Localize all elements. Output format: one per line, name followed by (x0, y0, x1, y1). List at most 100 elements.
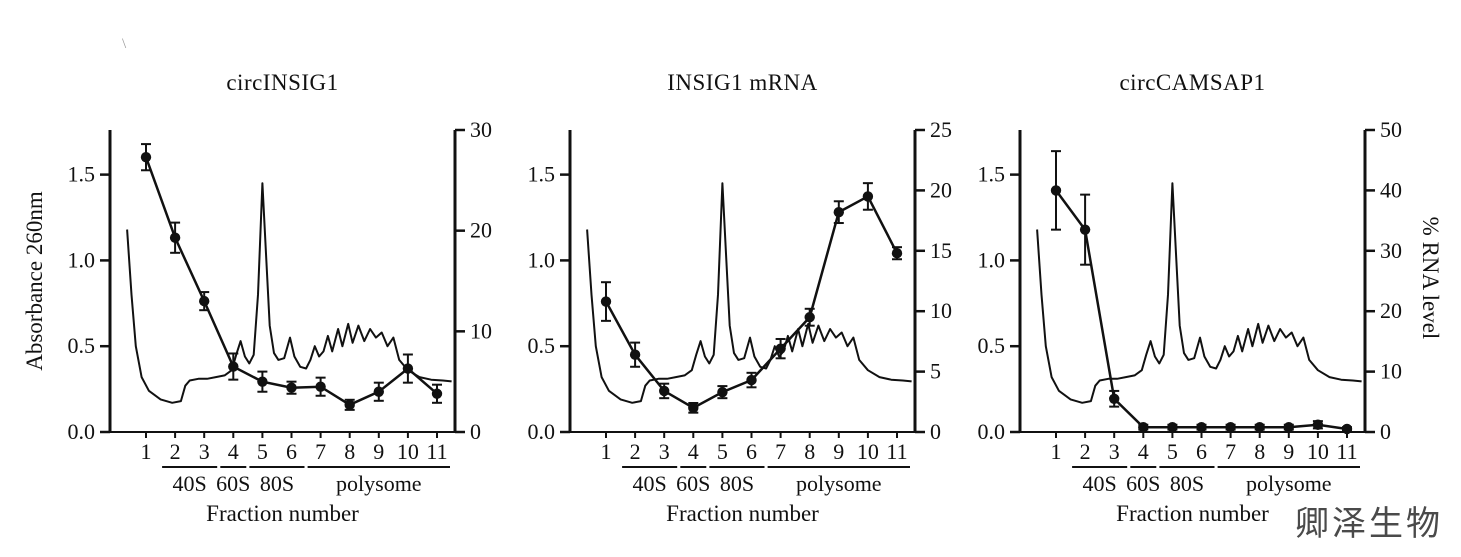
x-tick-label: 8 (804, 439, 815, 464)
rna-point (629, 349, 641, 360)
x-tick-label: 4 (1138, 439, 1149, 464)
x-tick-label: 11 (886, 439, 907, 464)
x-tick-label: 6 (286, 439, 297, 464)
x-tick-label: 2 (630, 439, 641, 464)
rna-point (1109, 393, 1120, 404)
right-tick-label: 25 (930, 117, 952, 142)
rna-point (344, 399, 355, 411)
x-tick-label: 6 (1196, 439, 1207, 464)
right-tick-label: 30 (470, 117, 492, 142)
left-tick-label: 0.0 (978, 419, 1006, 444)
rna-point (1254, 421, 1265, 433)
rna-point (746, 374, 757, 386)
rna-point (1341, 423, 1353, 435)
group-label: polysome (1246, 471, 1332, 496)
x-tick-label: 10 (857, 439, 879, 464)
group-label: polysome (336, 471, 422, 496)
group-label: 60S (1126, 471, 1160, 496)
x-tick-label: 11 (426, 439, 447, 464)
left-tick-label: 0.5 (528, 333, 556, 358)
group-label: 40S (633, 471, 667, 496)
right-tick-label: 0 (1380, 419, 1391, 444)
rna-line (144, 156, 438, 407)
x-tick-label: 4 (688, 439, 699, 464)
absorbance-trace (586, 182, 912, 404)
x-tick-label: 8 (344, 439, 355, 464)
rna-point (717, 386, 728, 398)
group-label: 80S (260, 471, 294, 496)
x-tick-label: 5 (257, 439, 268, 464)
panel-title-circinsig1: circINSIG1 (226, 70, 339, 95)
left-tick-label: 1.0 (978, 247, 1006, 272)
rna-point (169, 232, 181, 243)
x-tick-label: 7 (775, 439, 786, 464)
x-axis-title: Fraction number (1116, 501, 1269, 526)
x-tick-label: 9 (373, 439, 384, 464)
x-tick-label: 1 (141, 439, 152, 464)
rna-point (315, 381, 326, 392)
rna-point (228, 361, 239, 372)
rna-point (1196, 421, 1207, 433)
rna-point (1079, 224, 1091, 235)
rna-point (286, 382, 297, 393)
left-tick-label: 1.5 (528, 162, 556, 187)
group-label: 60S (216, 471, 250, 496)
group-label: 80S (720, 471, 754, 496)
rna-point (199, 295, 210, 307)
right-tick-label: 10 (930, 298, 952, 323)
x-tick-label: 2 (170, 439, 181, 464)
x-tick-label: 3 (199, 439, 210, 464)
left-tick-label: 0.5 (978, 333, 1006, 358)
x-tick-label: 10 (397, 439, 419, 464)
right-tick-label: 0 (930, 419, 941, 444)
x-tick-label: 9 (833, 439, 844, 464)
rna-point (257, 376, 268, 387)
x-axis-title: Fraction number (666, 501, 819, 526)
right-tick-label: 0 (470, 419, 481, 444)
right-tick-label: 30 (1380, 238, 1402, 263)
rna-point (140, 151, 152, 163)
chart-panel-circcamsap1: 0.0 0.5 1.0 1.5 0 10 20 30 40 50 1 2 3 4 5 6 7 8 9 10 11 40S 6… (978, 117, 1403, 526)
absorbance-trace (126, 182, 452, 404)
group-label: polysome (796, 471, 882, 496)
rna-point (862, 191, 874, 202)
right-tick-label: 10 (1380, 359, 1402, 384)
rna-point (891, 248, 903, 259)
rna-point (659, 385, 670, 397)
watermark: 卿泽生物 (1295, 506, 1443, 543)
rna-point (1138, 421, 1149, 433)
group-label: 80S (1170, 471, 1204, 496)
panel-title-circcamsap1: circCAMSAP1 (1119, 70, 1266, 95)
left-tick-label: 0.5 (68, 333, 96, 358)
x-tick-label: 5 (717, 439, 728, 464)
x-tick-label: 9 (1283, 439, 1294, 464)
right-tick-label: 20 (1380, 298, 1402, 323)
x-tick-label: 10 (1307, 439, 1329, 464)
x-tick-label: 3 (1109, 439, 1120, 464)
x-tick-label: 2 (1080, 439, 1091, 464)
rna-point (688, 402, 699, 414)
x-tick-label: 3 (659, 439, 670, 464)
right-tick-label: 15 (930, 238, 952, 263)
right-y-axis-title: % RNA level (1418, 216, 1443, 340)
rna-point (431, 388, 443, 399)
rna-point (1312, 419, 1324, 430)
left-tick-label: 0.0 (528, 419, 556, 444)
rna-point (402, 363, 414, 374)
chart-panel-circinsig1: 0.0 0.5 1.0 1.5 0 10 20 30 1 2 3 4 5 6 7 8 9 10 11 40S 60S 80… (68, 117, 493, 526)
rna-point (600, 296, 612, 307)
left-tick-label: 1.5 (978, 162, 1006, 187)
right-tick-label: 5 (930, 359, 941, 384)
x-tick-label: 4 (228, 439, 239, 464)
panel-title-insig1-mrna: INSIG1 mRNA (667, 70, 818, 95)
rna-point (775, 343, 786, 354)
rna-point (833, 206, 844, 218)
left-tick-label: 1.5 (68, 162, 96, 187)
right-tick-label: 40 (1380, 177, 1402, 202)
x-tick-label: 8 (1254, 439, 1265, 464)
x-tick-label: 7 (315, 439, 326, 464)
x-tick-label: 6 (746, 439, 757, 464)
right-tick-label: 10 (470, 318, 492, 343)
left-tick-label: 1.0 (68, 247, 96, 272)
